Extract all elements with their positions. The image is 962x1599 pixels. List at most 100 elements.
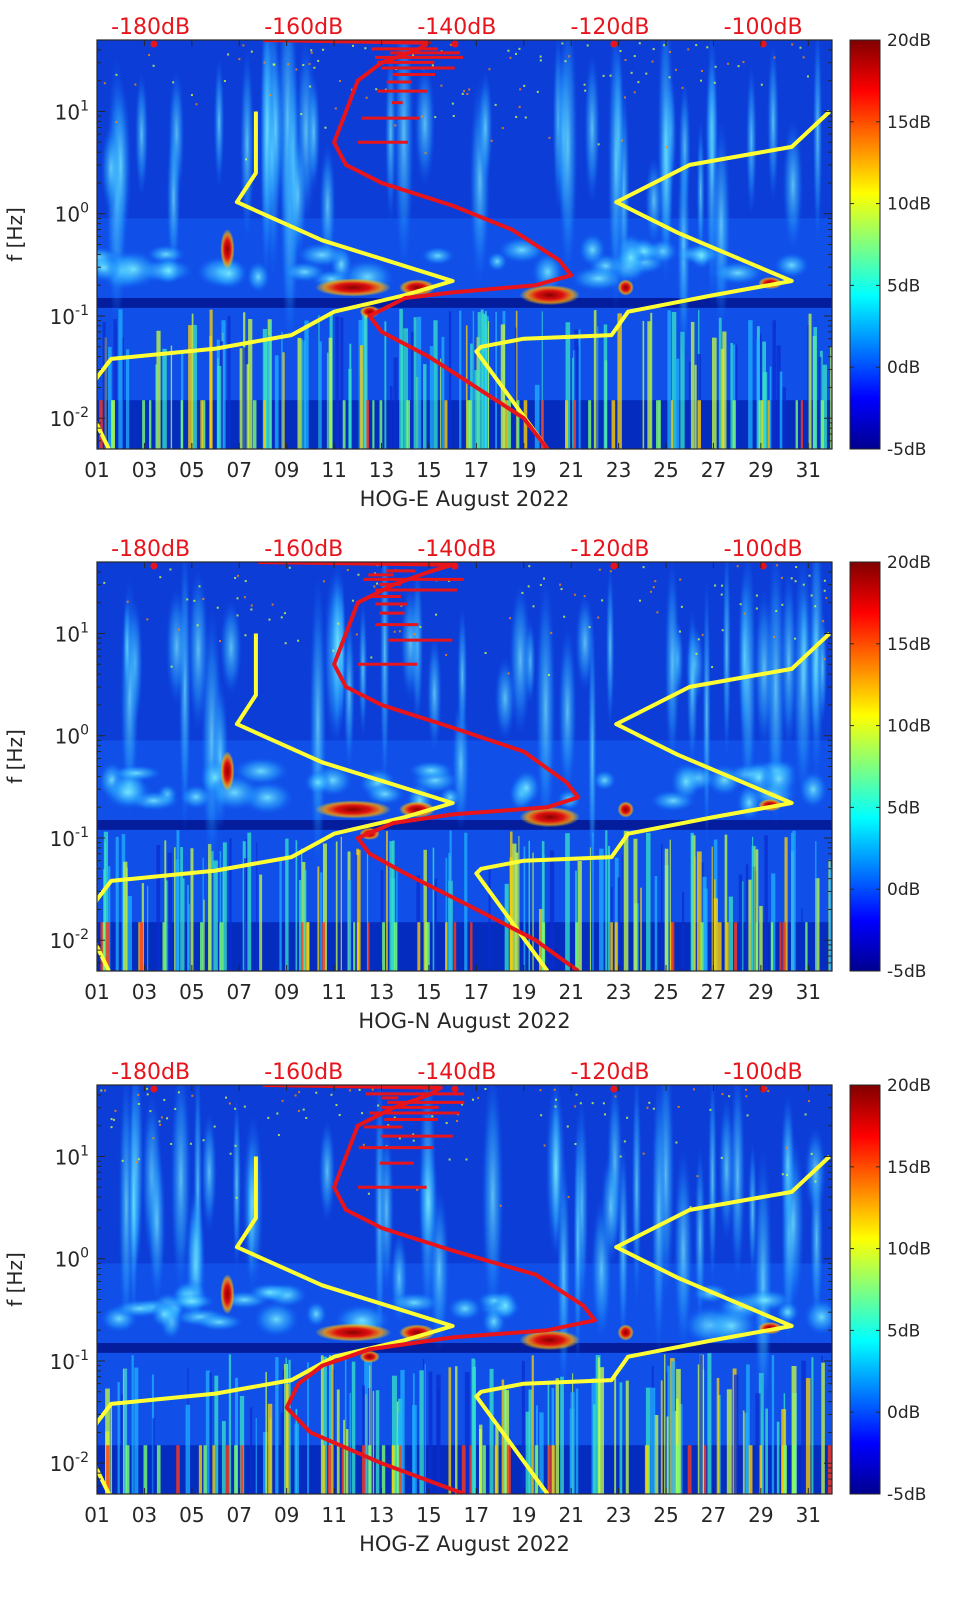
heatmap-streak xyxy=(494,1445,497,1494)
heatmap-streak xyxy=(575,922,579,971)
heatmap-streak xyxy=(588,400,592,449)
colorbar-label: 0dB xyxy=(887,880,920,900)
heatmap-plume xyxy=(578,233,606,267)
heatmap-plume xyxy=(107,250,160,289)
heatmap-speckle xyxy=(302,64,305,67)
heatmap-speckle xyxy=(374,572,377,575)
x-tick-label: 15 xyxy=(416,980,441,1004)
heatmap-streak xyxy=(99,400,103,449)
heatmap-streak xyxy=(707,1353,712,1494)
colorbar-label: 15dB xyxy=(887,1158,931,1178)
y-tick-label: 10-1 xyxy=(50,1348,89,1374)
heatmap-speckle xyxy=(310,49,313,52)
heatmap-streak xyxy=(478,1428,482,1494)
x-tick-label: 27 xyxy=(701,458,726,482)
heatmap-streak xyxy=(610,922,613,971)
heatmap-streak xyxy=(688,361,691,449)
heatmap-streak xyxy=(357,922,360,971)
heatmap-plume xyxy=(427,635,442,752)
heatmap-speckle xyxy=(823,579,826,582)
noise-model-line xyxy=(97,111,455,449)
heatmap-streak xyxy=(106,1445,110,1494)
heatmap-streak xyxy=(432,847,435,971)
x-tick-label: 05 xyxy=(179,980,204,1004)
heatmap-speckle xyxy=(739,603,742,606)
x-tick-label: 25 xyxy=(653,1503,678,1527)
heatmap-streak xyxy=(301,861,306,971)
heatmap-streak xyxy=(362,1385,365,1494)
heatmap-streak xyxy=(167,852,173,971)
heatmap-streak xyxy=(504,1390,510,1494)
heatmap-band xyxy=(97,819,832,830)
heatmap-streak xyxy=(437,1389,440,1494)
heatmap-streak xyxy=(182,878,185,971)
heatmap-streak xyxy=(149,400,152,449)
heatmap-streak xyxy=(756,338,760,449)
heatmap-speckle xyxy=(263,61,266,64)
heatmap-speckle xyxy=(619,1155,622,1158)
heatmap-streak xyxy=(783,1445,787,1494)
heatmap-streak xyxy=(349,1392,352,1494)
heatmap-streak xyxy=(340,317,344,449)
heatmap-speckle xyxy=(355,633,358,636)
heatmap-streak xyxy=(427,922,430,971)
heatmap-plume xyxy=(780,570,797,753)
heatmap-speckle xyxy=(103,82,106,85)
heatmap-plume xyxy=(745,64,757,217)
heatmap-plume xyxy=(818,609,828,725)
heatmap-streak xyxy=(344,1358,347,1494)
heatmap-speckle xyxy=(785,1146,788,1149)
heatmap-plume xyxy=(664,562,680,768)
heatmap-streak xyxy=(699,1355,703,1494)
heatmap-speckle xyxy=(276,1112,279,1115)
heatmap-streak xyxy=(417,922,421,971)
y-tick-label: 10-2 xyxy=(50,927,89,953)
heatmap-plume xyxy=(408,761,454,780)
heatmap-streak xyxy=(335,316,340,449)
heatmap-streak xyxy=(660,1380,663,1494)
heatmap-speckle xyxy=(804,1113,807,1116)
heatmap-streak xyxy=(424,1363,426,1494)
x-tick-label: 25 xyxy=(653,458,678,482)
heatmap-speckle xyxy=(586,44,589,47)
heatmap-hotspot xyxy=(220,751,235,792)
heatmap-speckle xyxy=(412,1139,415,1142)
heatmap-streak xyxy=(243,858,247,971)
heatmap-streak xyxy=(110,1404,113,1494)
heatmap-plume xyxy=(246,261,270,293)
heatmap-streak xyxy=(801,1360,807,1494)
heatmap-speckle xyxy=(494,103,497,106)
heatmap-streak xyxy=(646,832,651,971)
colorbar-gradient xyxy=(849,561,881,972)
heatmap-speckle xyxy=(245,158,248,161)
heatmap-streak xyxy=(468,400,472,449)
heatmap-streak xyxy=(781,1445,785,1494)
heatmap-plume xyxy=(414,62,436,186)
heatmap-streak xyxy=(506,1445,511,1494)
heatmap-plume xyxy=(201,1112,217,1233)
heatmap-streak xyxy=(389,841,394,971)
heatmap-speckle xyxy=(177,628,180,631)
heatmap-speckle xyxy=(468,88,471,91)
heatmap-speckle xyxy=(300,113,303,116)
heatmap-streak xyxy=(202,857,204,971)
heatmap-speckle xyxy=(234,1144,237,1147)
heatmap-streak xyxy=(164,840,167,971)
heatmap-speckle xyxy=(174,1107,177,1110)
heatmap-streak xyxy=(578,329,581,449)
heatmap-plume xyxy=(134,72,149,197)
heatmap-speckle xyxy=(626,1116,629,1119)
x-tick-label: 01 xyxy=(84,980,109,1004)
heatmap-speckle xyxy=(760,83,763,86)
heatmap-streak xyxy=(599,848,604,971)
heatmap-speckle xyxy=(159,576,162,579)
heatmap-speckle xyxy=(776,564,779,567)
heatmap-speckle xyxy=(737,65,740,68)
heatmap-streak xyxy=(484,311,487,449)
heatmap-speckle xyxy=(195,103,198,106)
heatmap-streak xyxy=(488,867,491,971)
spectrogram-panel-1: 01 03 05 07 09 11 13 15 17 19 21 23 25 27 29 31 HOG-E Au… xyxy=(3,15,931,511)
heatmap-speckle xyxy=(823,589,826,592)
heatmap-streak xyxy=(670,922,675,971)
